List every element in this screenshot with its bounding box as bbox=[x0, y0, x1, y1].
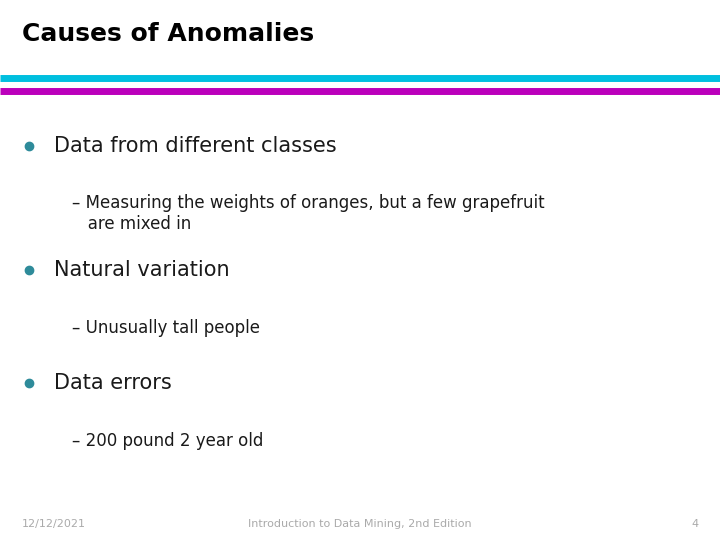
Text: 4: 4 bbox=[691, 519, 698, 529]
Text: – Measuring the weights of oranges, but a few grapefruit
   are mixed in: – Measuring the weights of oranges, but … bbox=[72, 194, 544, 233]
Text: Introduction to Data Mining, 2nd Edition: Introduction to Data Mining, 2nd Edition bbox=[248, 519, 472, 529]
Text: Data errors: Data errors bbox=[54, 373, 172, 394]
Text: Natural variation: Natural variation bbox=[54, 260, 230, 280]
Text: 12/12/2021: 12/12/2021 bbox=[22, 519, 86, 529]
Text: – Unusually tall people: – Unusually tall people bbox=[72, 319, 260, 336]
Text: Data from different classes: Data from different classes bbox=[54, 136, 337, 156]
Text: – 200 pound 2 year old: – 200 pound 2 year old bbox=[72, 432, 264, 450]
Text: Causes of Anomalies: Causes of Anomalies bbox=[22, 22, 314, 45]
